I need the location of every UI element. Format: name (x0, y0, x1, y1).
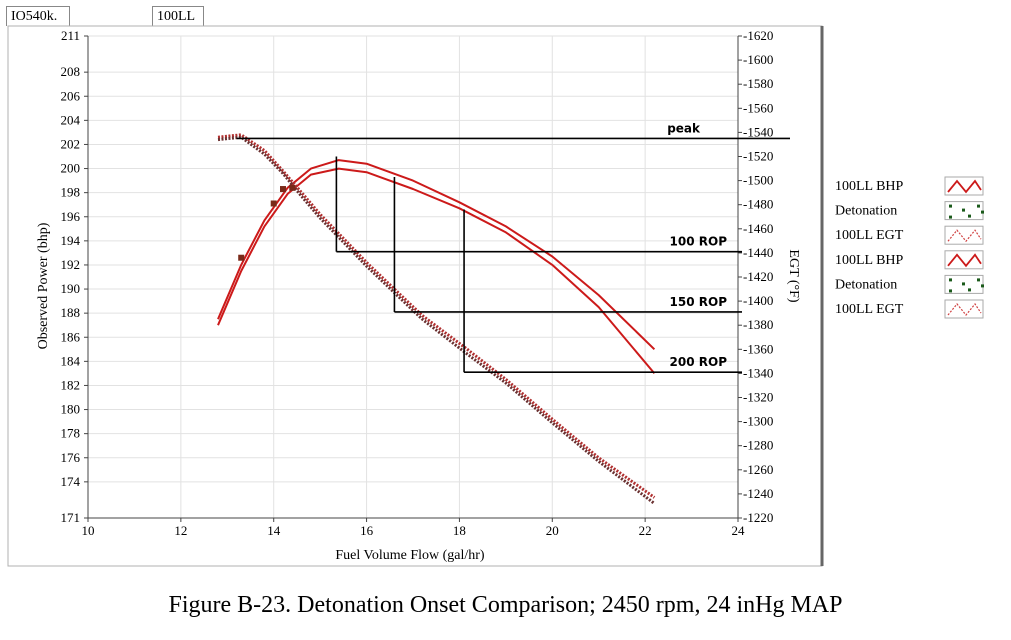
y2-tick-label: -1360 (743, 341, 773, 356)
x-axis-label: Fuel Volume Flow (gal/hr) (335, 548, 485, 563)
legend-dot (949, 215, 952, 219)
tab-engine[interactable]: IO540k. (6, 6, 70, 26)
y2-tick-label: -1320 (743, 390, 773, 405)
legend-dot (968, 288, 971, 292)
y-tick-label: 202 (61, 136, 81, 151)
y2-tick-label: -1400 (743, 293, 773, 308)
y2-tick-label: -1620 (743, 28, 773, 43)
y-tick-label: 192 (61, 257, 81, 272)
detonation-marker (270, 200, 277, 207)
y-tick-label: 182 (61, 377, 81, 392)
y-tick-label: 176 (61, 450, 81, 465)
legend-swatch-line (947, 229, 982, 243)
y-tick-label: 174 (61, 474, 81, 489)
y-tick-label: 178 (61, 426, 81, 441)
legend-dot (977, 204, 980, 208)
y-tick-label: 196 (61, 209, 81, 224)
legend-swatch-line (947, 302, 982, 316)
legend-swatch-line (947, 179, 982, 194)
legend-dot (949, 289, 952, 293)
series-line-2 (217, 133, 656, 499)
y-tick-label: 194 (61, 233, 81, 248)
y-axis-label: Observed Power (bhp) (36, 222, 51, 349)
y2-tick-label: -1520 (743, 149, 773, 164)
series-group (217, 133, 656, 505)
y2-tick-label: -1500 (743, 173, 773, 188)
x-tick-label: 24 (732, 523, 746, 538)
series-line-3 (217, 135, 656, 505)
annotation-label: 200 ROP (670, 355, 728, 369)
y2-tick-label: -1600 (743, 52, 773, 67)
y2-tick-label: -1440 (743, 245, 773, 260)
x-tick-label: 18 (453, 523, 466, 538)
axes: 10 12 14 16 18 20 22 24 171 174 176 178 180 182 184 186… (61, 28, 774, 538)
x-tick-label: 10 (82, 523, 95, 538)
x-tick-label: 12 (174, 523, 187, 538)
y2-axis-label: EGT (°F) (786, 249, 801, 303)
y-tick-label: 171 (61, 510, 81, 525)
legend-label: Detonation (835, 204, 897, 219)
legend-dot (949, 204, 952, 208)
annotations-group: peak 100 ROP 150 ROP 200 ROP (236, 121, 790, 373)
y2-tick-label: -1580 (743, 76, 773, 91)
series-line-1 (217, 167, 656, 375)
y-tick-label: 204 (61, 112, 81, 127)
y2-tick-label: -1380 (743, 317, 773, 332)
y-tick-label: 208 (61, 64, 81, 79)
y2-tick-label: -1340 (743, 365, 773, 380)
legend-dot (949, 278, 952, 282)
chart: 10 12 14 16 18 20 22 24 171 174 176 178 180 182 184 186… (7, 25, 984, 567)
y2-tick-label: -1300 (743, 414, 773, 429)
y2-tick-label: -1420 (743, 269, 773, 284)
tab-fuel[interactable]: 100LL (152, 6, 204, 26)
detonation-marker (280, 186, 286, 193)
y-tick-label: 180 (61, 402, 81, 417)
legend-dot (981, 284, 984, 288)
y2-tick-label: -1240 (743, 486, 773, 501)
y2-tick-label: -1540 (743, 124, 773, 139)
legend-swatch-box (944, 299, 984, 319)
y-tick-label: 190 (61, 281, 81, 296)
legend-dot (981, 210, 984, 214)
legend: 100LL BHP Detonation 100LL EGT 100LL BHP Det… (835, 176, 984, 319)
x-tick-label: 14 (267, 523, 281, 538)
y-tick-label: 211 (61, 28, 80, 43)
series-line-0 (217, 159, 656, 351)
detonation-marker (238, 254, 245, 261)
annotation-label: 100 ROP (670, 235, 728, 249)
legend-swatch-line (947, 253, 982, 268)
legend-dot (968, 214, 971, 218)
y2-tick-label: -1260 (743, 462, 773, 477)
y2-tick-label: -1460 (743, 221, 773, 236)
y-tick-label: 198 (61, 185, 81, 200)
annotation-label: 150 ROP (670, 295, 728, 309)
y2-tick-label: -1220 (743, 510, 773, 525)
y-tick-label: 200 (61, 161, 81, 176)
legend-swatch-box (944, 225, 984, 245)
y2-tick-label: -1560 (743, 100, 773, 115)
figure-caption: Figure B-23. Detonation Onset Comparison… (168, 592, 843, 618)
y-tick-label: 184 (61, 353, 81, 368)
chart-frame (7, 25, 823, 567)
x-tick-label: 22 (639, 523, 652, 538)
legend-label: 100LL BHP (835, 253, 904, 268)
legend-dot (977, 278, 980, 282)
y2-tick-label: -1280 (743, 438, 773, 453)
legend-label: Detonation (835, 277, 897, 292)
legend-label: 100LL EGT (835, 228, 904, 243)
legend-dot (962, 208, 965, 212)
legend-label: 100LL BHP (835, 179, 904, 194)
y-tick-label: 188 (61, 305, 81, 320)
annotation-label: peak (667, 121, 701, 135)
legend-dot (962, 282, 965, 286)
y-tick-label: 206 (61, 88, 81, 103)
detonation-marker (289, 184, 296, 191)
y2-tick-label: -1480 (743, 197, 773, 212)
x-tick-label: 20 (546, 523, 559, 538)
x-tick-label: 16 (360, 523, 374, 538)
y-tick-label: 186 (61, 329, 81, 344)
legend-label: 100LL EGT (835, 302, 904, 317)
